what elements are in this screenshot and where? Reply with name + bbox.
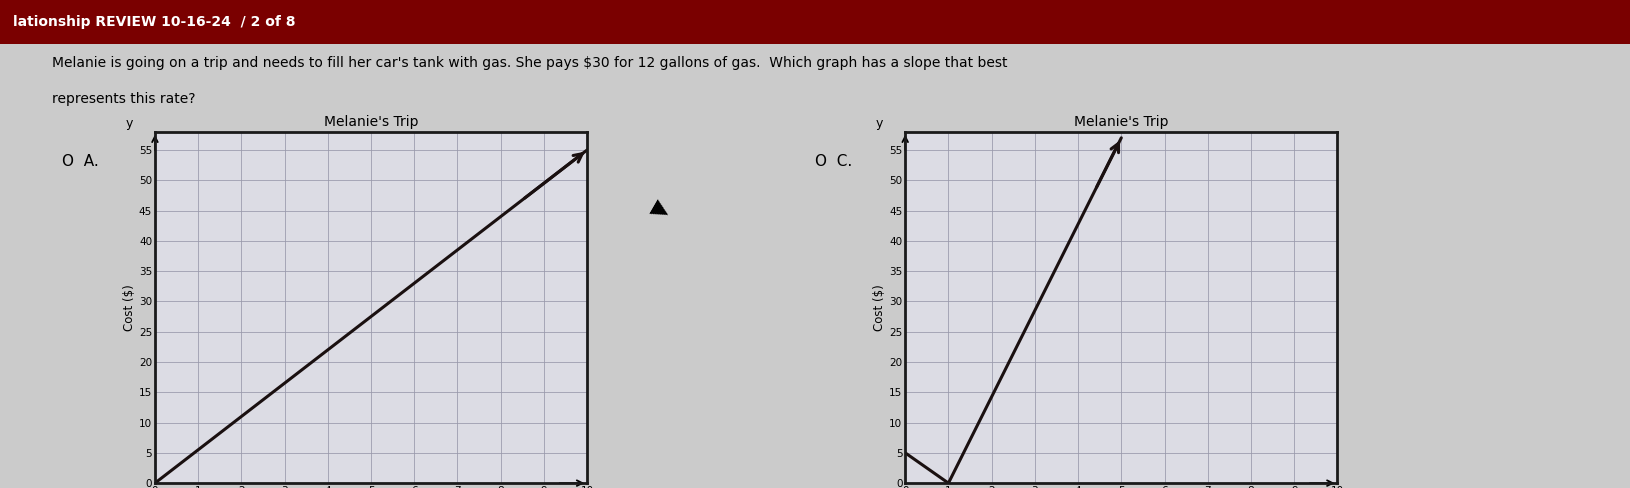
Title: Melanie's Trip: Melanie's Trip bbox=[324, 115, 417, 129]
Text: Melanie is going on a trip and needs to fill her car's tank with gas. She pays $: Melanie is going on a trip and needs to … bbox=[52, 56, 1007, 70]
Text: y: y bbox=[126, 117, 132, 130]
Text: O  C.: O C. bbox=[815, 154, 852, 169]
Text: O  A.: O A. bbox=[62, 154, 99, 169]
Text: represents this rate?: represents this rate? bbox=[52, 92, 196, 106]
Text: y: y bbox=[875, 117, 882, 130]
Title: Melanie's Trip: Melanie's Trip bbox=[1074, 115, 1167, 129]
Text: ▶: ▶ bbox=[647, 197, 673, 223]
Text: lationship REVIEW 10-16-24  / 2 of 8: lationship REVIEW 10-16-24 / 2 of 8 bbox=[13, 15, 295, 29]
Y-axis label: Cost ($): Cost ($) bbox=[122, 284, 135, 331]
Y-axis label: Cost ($): Cost ($) bbox=[872, 284, 885, 331]
